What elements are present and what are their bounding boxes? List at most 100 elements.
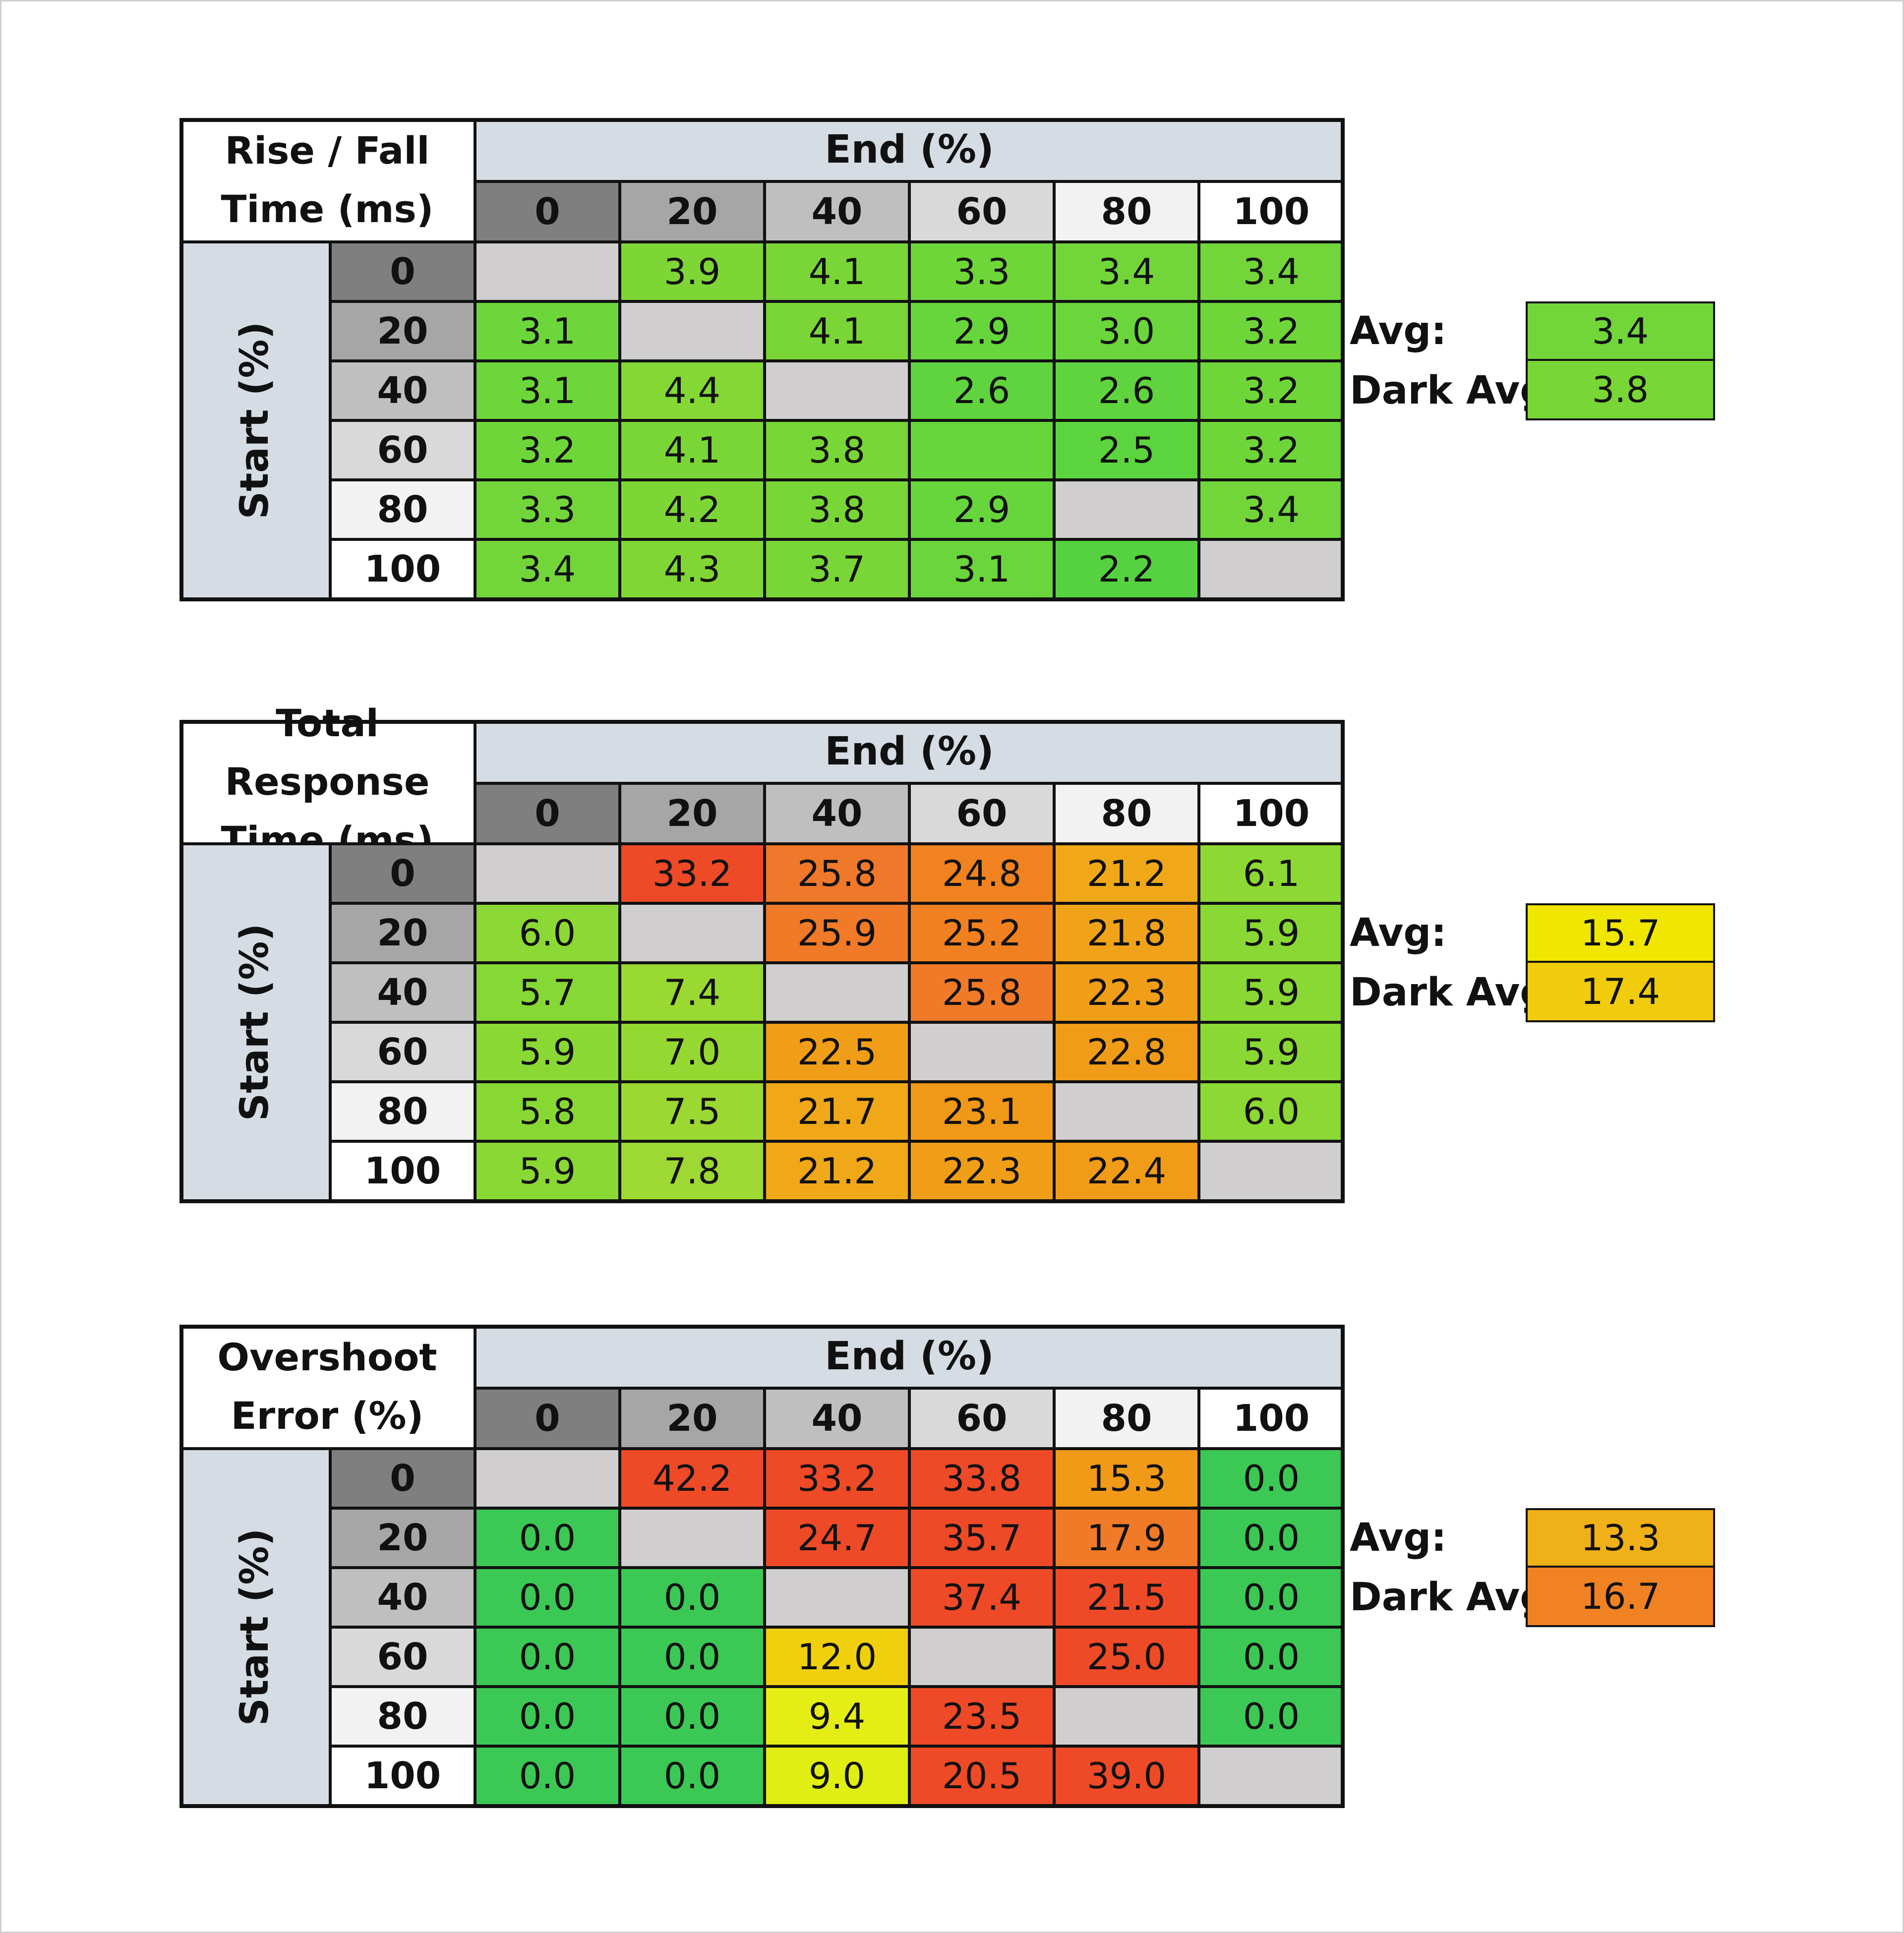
row-header: 20 [330,903,475,963]
table-title: Overshoot Error (%) [179,1325,475,1449]
column-header: 80 [1054,783,1199,844]
data-cell: 3.1 [475,361,620,420]
data-cell: 5.9 [475,1141,620,1201]
data-cell: 24.8 [909,844,1054,903]
avg-label: Avg: [1350,309,1447,353]
data-cell: 9.0 [765,1746,909,1806]
data-cell [475,844,620,903]
avg-value: 15.7 [1526,903,1715,963]
data-cell: 2.6 [1054,361,1199,420]
data-cell: 33.2 [620,844,765,903]
data-cell: 4.1 [765,301,909,361]
row-header: 40 [330,361,475,420]
data-cell [1199,539,1344,599]
table-title: Total Response Time (ms) [179,701,475,862]
dark-avg-value: 17.4 [1526,961,1715,1022]
data-cell: 39.0 [1054,1746,1199,1806]
end-header: End (%) [475,118,1344,181]
data-cell: 3.9 [620,242,765,301]
column-header: 100 [1199,783,1344,844]
data-cell: 5.9 [1199,963,1344,1022]
data-cell: 3.8 [765,480,909,539]
data-cell: 5.9 [1199,903,1344,963]
column-header: 20 [620,1388,765,1449]
data-cell: 22.3 [909,1141,1054,1201]
start-header-label: Start (%) [233,321,277,520]
row-header: 0 [330,844,475,903]
data-cell: 33.2 [765,1449,909,1508]
data-cell: 0.0 [1199,1627,1344,1687]
data-cell: 15.3 [1054,1449,1199,1508]
data-cell: 3.8 [765,420,909,480]
data-cell: 12.0 [765,1627,909,1687]
data-cell: 21.8 [1054,903,1199,963]
data-cell: 3.2 [1199,361,1344,420]
data-cell: 22.4 [1054,1141,1199,1201]
data-cell: 3.4 [475,539,620,599]
data-cell: 4.4 [620,361,765,420]
column-header: 20 [620,783,765,844]
data-cell: 3.3 [475,480,620,539]
data-cell: 4.1 [765,242,909,301]
column-header: 60 [909,1388,1054,1449]
data-cell: 42.2 [620,1449,765,1508]
data-cell: 23.1 [909,1082,1054,1141]
table-title-line: Error (%) [231,1394,424,1438]
data-cell: 0.0 [1199,1568,1344,1627]
data-cell [765,963,909,1022]
data-cell: 25.2 [909,903,1054,963]
data-cell: 0.0 [620,1687,765,1746]
column-header: 0 [475,783,620,844]
data-cell: 21.2 [765,1141,909,1201]
data-cell: 22.8 [1054,1022,1199,1082]
data-cell: 3.2 [1199,420,1344,480]
start-header: Start (%) [179,242,330,599]
data-cell: 3.4 [1054,242,1199,301]
data-cell: 0.0 [620,1568,765,1627]
data-cell: 0.0 [475,1746,620,1806]
rise-fall-time-table: Rise / Fall Time (ms) End (%) 0 20 40 60 80 100 S… [179,118,1717,609]
row-header: 60 [330,1022,475,1082]
row-header: 0 [330,242,475,301]
data-cell: 2.6 [909,361,1054,420]
data-cell [909,1627,1054,1687]
data-cell: 6.0 [1199,1082,1344,1141]
data-cell [1054,480,1199,539]
data-cell: 25.8 [909,963,1054,1022]
data-cell: 3.1 [475,301,620,361]
data-cell: 25.8 [765,844,909,903]
data-cell: 3.2 [475,420,620,480]
data-cell: 5.7 [475,963,620,1022]
column-header: 80 [1054,181,1199,242]
data-cell: 21.5 [1054,1568,1199,1627]
row-header: 100 [330,1141,475,1201]
data-cell [1054,1687,1199,1746]
column-header: 40 [765,181,909,242]
data-cell: 0.0 [620,1627,765,1687]
row-header: 100 [330,1746,475,1806]
data-cell: 7.5 [620,1082,765,1141]
data-cell: 7.8 [620,1141,765,1201]
data-cell: 6.0 [475,903,620,963]
data-cell: 4.1 [620,420,765,480]
column-header: 0 [475,1388,620,1449]
data-cell: 22.3 [1054,963,1199,1022]
table-title-line: Overshoot [217,1335,437,1380]
column-header: 80 [1054,1388,1199,1449]
data-cell: 2.9 [909,301,1054,361]
row-header: 40 [330,963,475,1022]
data-cell: 3.4 [1199,480,1344,539]
data-cell: 3.4 [1199,242,1344,301]
data-cell: 2.9 [909,480,1054,539]
data-cell: 2.2 [1054,539,1199,599]
data-cell: 3.7 [765,539,909,599]
data-cell [620,301,765,361]
data-cell: 33.8 [909,1449,1054,1508]
dark-avg-value: 3.8 [1526,359,1715,420]
data-cell: 6.1 [1199,844,1344,903]
column-header: 100 [1199,181,1344,242]
table-title-line: Total Response [225,701,430,804]
row-header: 60 [330,1627,475,1687]
data-cell: 20.5 [909,1746,1054,1806]
